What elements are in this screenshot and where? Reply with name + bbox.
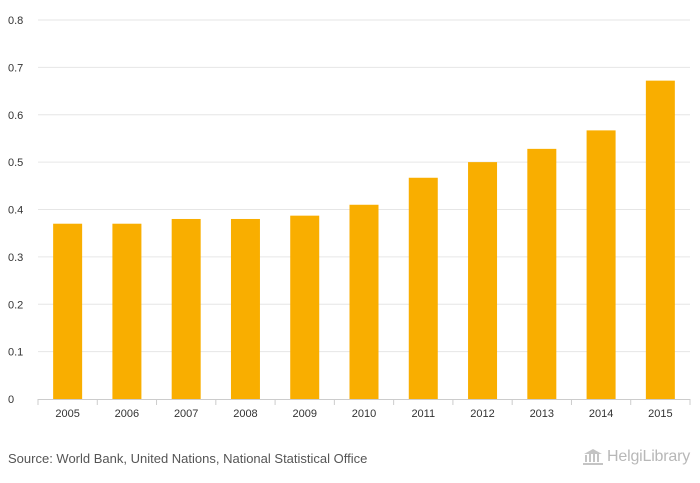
x-tick-label: 2014	[589, 408, 613, 420]
source-note: Source: World Bank, United Nations, Nati…	[8, 451, 368, 466]
chart-footer: Source: World Bank, United Nations, Nati…	[0, 436, 700, 483]
brand-name: HelgiLibrary	[607, 448, 690, 465]
bar	[408, 177, 438, 399]
x-tick-label: 2006	[115, 408, 139, 420]
x-tick-label: 2009	[292, 408, 316, 420]
x-tick-label: 2012	[470, 408, 494, 420]
y-tick-label: 0.1	[8, 347, 23, 359]
x-tick-label: 2011	[411, 408, 435, 420]
bar	[112, 223, 142, 399]
y-tick-label: 0.3	[8, 252, 23, 264]
bar	[230, 218, 260, 399]
bar	[468, 162, 498, 399]
brand-logo: HelgiLibrary	[582, 448, 690, 466]
y-tick-label: 0	[8, 394, 14, 406]
y-tick-label: 0.6	[8, 110, 23, 122]
bar	[349, 204, 379, 399]
bar-chart: 0 0.1 0.2 0.3 0.4 0.5 0.6 0.7 0.8 2005 2006 2007 200…	[8, 15, 691, 420]
x-tick-label: 2008	[233, 408, 257, 420]
x-tick-label: 2010	[352, 408, 376, 420]
bar	[586, 130, 616, 400]
x-tick-label: 2015	[648, 408, 672, 420]
y-tick-label: 0.5	[8, 157, 23, 169]
bar	[645, 80, 675, 399]
y-tick-label: 0.2	[8, 299, 23, 311]
bar	[290, 215, 320, 399]
helgi-building-icon	[583, 449, 604, 465]
bar	[53, 223, 83, 399]
bar	[171, 218, 201, 399]
y-tick-label: 0.4	[8, 205, 23, 217]
y-tick-label: 0.7	[8, 62, 23, 74]
x-tick-label: 2013	[530, 408, 554, 420]
x-tick-label: 2005	[55, 408, 79, 420]
x-tick-label: 2007	[174, 408, 198, 420]
y-tick-label: 0.8	[8, 15, 23, 27]
bar	[527, 148, 557, 399]
